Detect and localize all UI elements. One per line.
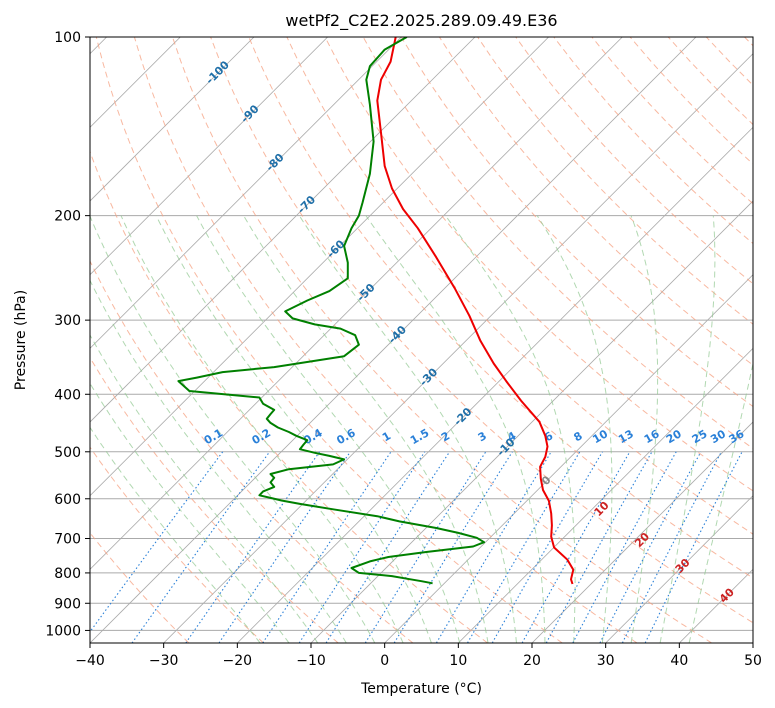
dry-adiabat — [90, 356, 339, 643]
mixing-ratio-line — [435, 451, 552, 643]
mixing-ratio-line — [572, 451, 677, 643]
isotherm-line — [90, 37, 697, 643]
isotherm-line — [90, 37, 328, 276]
moist-adiabat — [365, 215, 546, 643]
dewpoint-profile-line — [177, 37, 486, 585]
chart-title: wetPf2_C2E2.2025.289.09.49.E36 — [285, 11, 557, 31]
moist-adiabat — [90, 382, 290, 643]
plot-area: -100-90-80-70-60-50-40-30-20-1000.1 0.2 0.… — [90, 37, 753, 643]
isotherm-line — [237, 126, 753, 643]
isotherm-line — [384, 274, 753, 643]
mixing-ratio-line — [545, 451, 653, 643]
mixing-ratio-line — [90, 451, 224, 633]
dry-adiabat — [90, 259, 414, 643]
isotherm-line — [605, 495, 753, 643]
moist-adiabat — [536, 215, 613, 643]
moist-adiabat — [90, 279, 347, 643]
temperature-profile-line — [376, 37, 575, 585]
mixing-ratio-line — [131, 451, 271, 643]
dry-adiabat — [210, 37, 753, 624]
y-axis-title: Pressure (hPa) — [13, 290, 29, 390]
mixing-ratio-line — [218, 451, 351, 643]
isotherm-line — [90, 37, 255, 202]
moist-adiabat — [90, 215, 376, 643]
moist-adiabat — [630, 215, 659, 643]
y-tick-label: 1000 — [45, 623, 81, 639]
moist-adiabat — [90, 334, 319, 643]
moist-adiabat — [196, 215, 461, 643]
isotherm-line — [90, 37, 623, 570]
dry-adiabat — [324, 37, 753, 492]
y-tick-label: 600 — [54, 492, 81, 508]
x-tick-label: 50 — [744, 653, 762, 669]
y-tick-label: 900 — [54, 596, 81, 612]
dry-adiabat — [515, 37, 753, 285]
x-tick-label: 30 — [597, 653, 615, 669]
x-tick-label: 0 — [380, 653, 389, 669]
plot-frame — [89, 36, 754, 644]
dry-adiabat — [477, 37, 753, 325]
isotherm-line — [163, 53, 753, 643]
dry-adiabat — [286, 37, 753, 535]
dry-adiabat — [248, 37, 753, 579]
axes: −40 −30 −20 −10 0 10 20 30 40 50 100 200 300 400 500 60… — [45, 30, 762, 669]
mixing-ratio-line — [262, 451, 392, 643]
y-tick-label: 700 — [54, 532, 81, 548]
mixing-ratio-line — [298, 451, 426, 643]
x-tick-label: −30 — [149, 653, 179, 669]
y-tick-label: 400 — [54, 387, 81, 403]
mixing-ratio-line — [599, 451, 702, 643]
x-tick-label: −10 — [296, 653, 326, 669]
mixing-ratio-line — [364, 451, 487, 643]
x-axis-title: Temperature (°C) — [360, 681, 482, 697]
isotherm-line — [90, 37, 549, 497]
dry-adiabat — [95, 37, 563, 643]
y-tick-label: 200 — [54, 209, 81, 225]
moist-adiabat — [659, 215, 716, 643]
mixing-ratio-line — [521, 451, 631, 643]
moist-adiabat — [155, 215, 432, 643]
x-tick-label: −40 — [75, 653, 105, 669]
y-tick-label: 500 — [54, 445, 81, 461]
x-tick-label: −20 — [223, 653, 253, 669]
isotherm-line — [531, 421, 753, 643]
moist-adiabat — [445, 215, 576, 643]
mixing-ratio-line — [325, 451, 451, 643]
x-tick-label: 40 — [670, 653, 688, 669]
y-tick-label: 300 — [54, 313, 81, 329]
x-tick-label: 10 — [449, 653, 467, 669]
moist-adiabat — [90, 426, 261, 643]
moist-adiabat — [243, 215, 489, 643]
dry-adiabat — [90, 446, 264, 643]
y-tick-label: 100 — [54, 30, 81, 46]
dry-adiabat — [172, 37, 712, 643]
moist-adiabat — [120, 215, 404, 643]
mixing-ratio-line — [185, 451, 321, 643]
x-tick-label: 20 — [523, 653, 541, 669]
isotherm-line — [458, 347, 753, 643]
isotherm-line — [90, 37, 402, 349]
y-tick-label: 800 — [54, 566, 81, 582]
mixing-ratio-line — [644, 451, 743, 643]
